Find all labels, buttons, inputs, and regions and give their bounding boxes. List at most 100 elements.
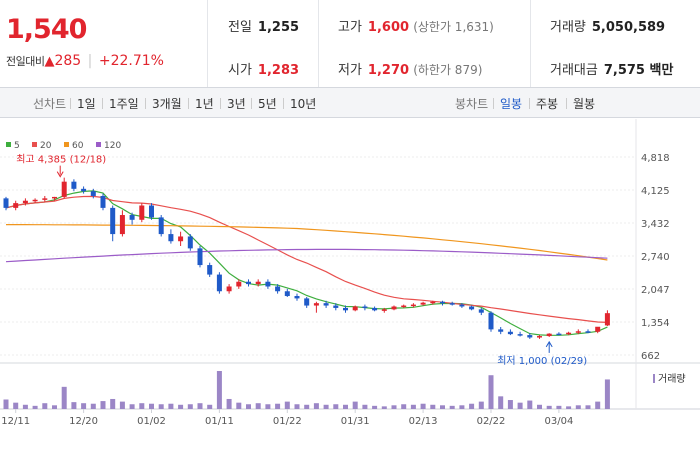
candle-body (401, 305, 407, 308)
tab-period-1y[interactable]: 1년 (195, 97, 214, 111)
volume-bar (52, 405, 57, 409)
candle-body (556, 333, 562, 336)
candle-body (22, 200, 28, 204)
volume-bar (119, 401, 125, 409)
ma-legend: 5 20 60 120 (6, 141, 121, 151)
tab-candle-daily[interactable]: 일봉 (500, 97, 523, 111)
low-label: 저가 (338, 63, 362, 78)
tab-divider (220, 98, 221, 109)
ma-legend-label-120: 120 (104, 141, 121, 151)
volume-bar (575, 405, 581, 409)
volume-label: 거래량 (658, 373, 686, 385)
candle-body (459, 304, 465, 307)
change-separator: | (87, 53, 93, 69)
tab-divider (566, 98, 567, 109)
price-chart[interactable]: 거래량 4,818 4,125 3,432 2,740 2,047 1,354 662 12/… (0, 119, 700, 450)
volume-bar (304, 404, 310, 409)
volume-bar (343, 404, 348, 409)
x-tick-label: 02/22 (477, 416, 506, 427)
volume-bar (158, 404, 164, 409)
x-tick-label: 12/20 (69, 416, 98, 427)
volume-bar (255, 403, 261, 409)
ma-line-20 (5, 195, 608, 323)
open-cell: 시가 1,283 (228, 59, 299, 78)
volume-bar (32, 405, 38, 409)
volume-bar (362, 404, 368, 409)
ma-legend-swatch-20 (32, 142, 37, 147)
tab-period-1w[interactable]: 1주일 (109, 97, 139, 111)
candle-body (3, 198, 9, 208)
turnover-value: 7,575 백만 (603, 63, 674, 78)
y-tick-label: 3,432 (641, 219, 670, 230)
candle-body (575, 331, 581, 333)
low-value: 1,270 (367, 63, 410, 78)
candle-body (517, 334, 523, 336)
y-tick-label: 4,125 (641, 186, 670, 197)
chart-annotations: 최고 4,385 (12/18) 최저 1,000 (02/29) (16, 154, 587, 367)
volume-bar (71, 402, 77, 409)
open-label: 시가 (228, 63, 252, 78)
volume-bar (284, 401, 290, 409)
candle-body (178, 236, 184, 242)
volume-bar (333, 404, 339, 409)
candle-body (352, 306, 358, 311)
tab-candle-chart[interactable]: 봉차트 (455, 97, 489, 111)
volume-bar (381, 406, 387, 409)
volume-bar (372, 405, 378, 409)
period-tab-bar: 선차트 1일 1주일 3개월 1년 3년 5년 10년 봉차트 일봉 주봉 월봉 (0, 88, 700, 118)
tab-line-chart[interactable]: 선차트 (33, 97, 67, 111)
volume-legend-swatch (653, 374, 655, 383)
x-tick-label: 01/11 (205, 416, 234, 427)
candle-body (410, 304, 416, 307)
volume-bar (216, 371, 222, 409)
tab-period-10y[interactable]: 10년 (290, 97, 317, 111)
candle-body (246, 281, 251, 285)
volume-bar (546, 405, 552, 409)
max-arrow-head (56, 171, 64, 178)
volume-bar (469, 403, 475, 409)
ma-line-5 (5, 190, 608, 336)
tab-period-1d[interactable]: 1일 (77, 97, 96, 111)
candles (3, 177, 610, 339)
tab-divider (102, 98, 103, 109)
low-cell: 저가 1,270 (하한가 879) (338, 59, 482, 78)
tab-candle-monthly[interactable]: 월봉 (573, 97, 596, 111)
tab-period-3m[interactable]: 3개월 (152, 97, 182, 111)
volume-bar (313, 403, 319, 409)
volume-bar (507, 400, 513, 409)
ma-legend-label-20: 20 (40, 141, 52, 151)
volume-bar (420, 403, 426, 409)
x-tick-label: 12/11 (1, 416, 30, 427)
tab-period-5y[interactable]: 5년 (258, 97, 277, 111)
candle-body (313, 303, 319, 306)
volume-bar (430, 404, 436, 409)
volume-bar (459, 405, 465, 409)
volume-bar (498, 396, 504, 409)
volume-bar (449, 405, 455, 409)
divider (318, 0, 319, 87)
max-price-annotation: 최고 4,385 (12/18) (16, 154, 106, 166)
candle-body (265, 281, 271, 287)
candle-body (430, 301, 436, 304)
candle-body (168, 234, 174, 242)
tab-candle-weekly[interactable]: 주봉 (536, 97, 559, 111)
high-value: 1,600 (367, 20, 410, 35)
current-price: 1,540 (6, 14, 87, 45)
candle-body (13, 203, 19, 208)
candle-body (333, 305, 339, 308)
volume-bar (178, 404, 184, 409)
volume-bar (440, 405, 445, 409)
volume-bar (149, 403, 154, 409)
volume-bar (61, 386, 67, 409)
volume-cell: 거래량 5,050,589 (550, 16, 665, 35)
candle-body (488, 312, 494, 330)
tab-period-3y[interactable]: 3년 (227, 97, 246, 111)
change-line: 전일대비▲285 | +22.71% (6, 53, 164, 69)
volume-bar (3, 399, 9, 409)
volume-label: 거래량 (550, 20, 586, 35)
ma-line-60 (6, 224, 608, 261)
x-tick-label: 03/04 (544, 416, 573, 427)
tab-divider (493, 98, 494, 109)
volume-bar (604, 379, 610, 409)
volume-bar (139, 403, 145, 409)
